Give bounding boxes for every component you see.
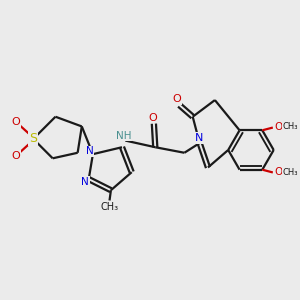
- Text: CH₃: CH₃: [100, 202, 118, 212]
- Text: O: O: [274, 167, 283, 178]
- Text: O: O: [12, 117, 20, 127]
- Text: O: O: [148, 112, 157, 123]
- Text: NH: NH: [116, 130, 131, 141]
- Text: S: S: [29, 132, 37, 146]
- Text: O: O: [172, 94, 181, 104]
- Text: O: O: [274, 122, 283, 132]
- Text: CH₃: CH₃: [283, 122, 298, 131]
- Text: N: N: [86, 146, 93, 156]
- Text: N: N: [195, 133, 203, 143]
- Text: CH₃: CH₃: [283, 168, 298, 177]
- Text: N: N: [81, 177, 89, 187]
- Text: O: O: [12, 151, 20, 161]
